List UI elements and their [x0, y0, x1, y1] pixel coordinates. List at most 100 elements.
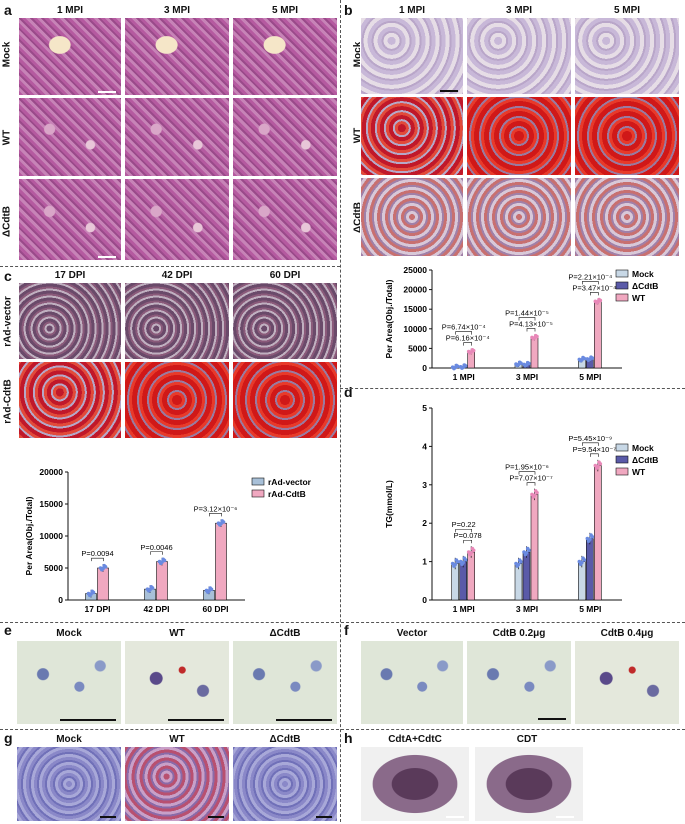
- bar: [156, 561, 168, 601]
- data-point: [88, 593, 92, 598]
- panel-label-d: d: [344, 384, 353, 400]
- legend-label: ΔCdtB: [632, 455, 658, 465]
- significance-bracket: [518, 471, 536, 475]
- data-point: [533, 489, 538, 493]
- data-point: [517, 558, 522, 562]
- data-point: [581, 355, 585, 360]
- data-point: [161, 557, 165, 562]
- p-value-label: P=5.45×10⁻⁹: [568, 434, 612, 443]
- scale-bar: [98, 256, 116, 258]
- oilred-image: [574, 96, 680, 176]
- data-point: [515, 564, 520, 568]
- col-a-3mpi: 3 MPI: [163, 5, 191, 16]
- p-value-label: P=2.21×10⁻⁴: [568, 272, 612, 281]
- x-tick-label: 5 MPI: [579, 604, 601, 614]
- legend-label: Mock: [632, 443, 654, 453]
- oilred-image: [232, 361, 338, 439]
- data-point: [586, 539, 591, 543]
- oilred-image: [124, 282, 230, 360]
- legend-swatch: [615, 443, 629, 452]
- row-a-mock: Mock: [1, 41, 13, 68]
- data-point: [147, 589, 151, 593]
- significance-bracket: [526, 482, 536, 486]
- col-g-wt: WT: [169, 734, 185, 745]
- y-tick-label: 5000: [44, 563, 63, 573]
- col-g-mock: Mock: [56, 734, 82, 745]
- panel-label-h: h: [344, 730, 353, 746]
- scale-bar: [538, 718, 566, 720]
- divider-a-c: [0, 266, 340, 267]
- p-value-label: P=1.95×10⁻⁶: [505, 463, 549, 472]
- data-point: [468, 351, 472, 355]
- significance-bracket: [455, 331, 472, 335]
- col-a-5mpi: 5 MPI: [271, 5, 299, 16]
- p-value-label: P=6.16×10⁻⁴: [446, 334, 490, 343]
- data-point: [90, 589, 94, 594]
- data-point: [578, 562, 583, 566]
- p-value-label: P=0.0094: [81, 549, 113, 558]
- row-a-dcdtb: ΔCdtB: [1, 205, 13, 238]
- data-point: [581, 556, 585, 560]
- panel-label-e: e: [4, 622, 12, 638]
- col-b-5mpi: 5 MPI: [613, 5, 641, 16]
- panel-label-b: b: [344, 2, 353, 18]
- p-value-label: P=0.0046: [140, 543, 172, 552]
- col-f-cdtb04: CdtB 0.4μg: [600, 628, 654, 639]
- col-g-dcdtb: ΔCdtB: [269, 734, 301, 745]
- y-tick-label: 0: [422, 363, 427, 373]
- data-point: [523, 552, 528, 557]
- data-point: [452, 366, 456, 371]
- oilred-image: [466, 177, 572, 257]
- significance-bracket: [582, 442, 599, 446]
- he-image: [232, 17, 338, 96]
- y-tick-label: 2: [422, 518, 427, 528]
- legend-swatch: [251, 477, 265, 486]
- cell-image: [124, 640, 230, 725]
- y-tick-label: 15000: [39, 499, 63, 509]
- oilred-image: [18, 361, 122, 439]
- data-point: [531, 495, 536, 499]
- panel-label-g: g: [4, 730, 13, 746]
- data-point: [531, 336, 536, 341]
- col-b-3mpi: 3 MPI: [505, 5, 533, 16]
- col-a-1mpi: 1 MPI: [56, 5, 84, 16]
- x-tick-label: 1 MPI: [453, 604, 475, 614]
- significance-bracket: [590, 292, 599, 296]
- col-e-mock: Mock: [56, 628, 82, 639]
- y-axis-label: Per Area(Obj./Total): [384, 279, 394, 358]
- p-value-label: P=6.74×10⁻⁴: [442, 323, 486, 332]
- y-tick-label: 3: [422, 480, 427, 490]
- data-point: [159, 561, 163, 566]
- bar: [97, 567, 109, 601]
- panel-label-a: a: [4, 2, 12, 18]
- col-h-cdt: CDT: [516, 734, 538, 745]
- y-tick-label: 10000: [39, 531, 63, 541]
- col-c-60dpi: 60 DPI: [269, 270, 301, 281]
- p-value-label: P=3.12×10⁻⁶: [194, 504, 238, 513]
- data-point: [468, 552, 472, 557]
- data-point: [102, 563, 106, 568]
- p-value-label: P=3.47×10⁻⁴: [572, 283, 616, 292]
- y-axis-label: TG(mmol/L): [384, 480, 394, 528]
- col-b-1mpi: 1 MPI: [398, 5, 426, 16]
- scale-bar: [100, 816, 116, 818]
- cell-image: [232, 640, 338, 725]
- y-tick-label: 20000: [403, 285, 427, 295]
- data-point: [460, 366, 464, 370]
- data-point: [462, 363, 467, 367]
- x-tick-label: 17 DPI: [85, 604, 111, 614]
- divider-b-d: [340, 388, 685, 389]
- cell-image: [574, 640, 680, 725]
- bar: [522, 551, 531, 601]
- data-point: [597, 297, 601, 302]
- data-point: [578, 358, 583, 363]
- bar: [530, 337, 539, 369]
- y-tick-label: 4: [422, 441, 427, 451]
- p-value-label: P=0.078: [454, 531, 482, 540]
- significance-bracket: [455, 528, 472, 533]
- data-point: [454, 363, 459, 368]
- y-tick-label: 0: [58, 595, 63, 605]
- significance-bracket: [463, 539, 472, 544]
- bar: [586, 538, 594, 601]
- panel-label-c: c: [4, 268, 12, 284]
